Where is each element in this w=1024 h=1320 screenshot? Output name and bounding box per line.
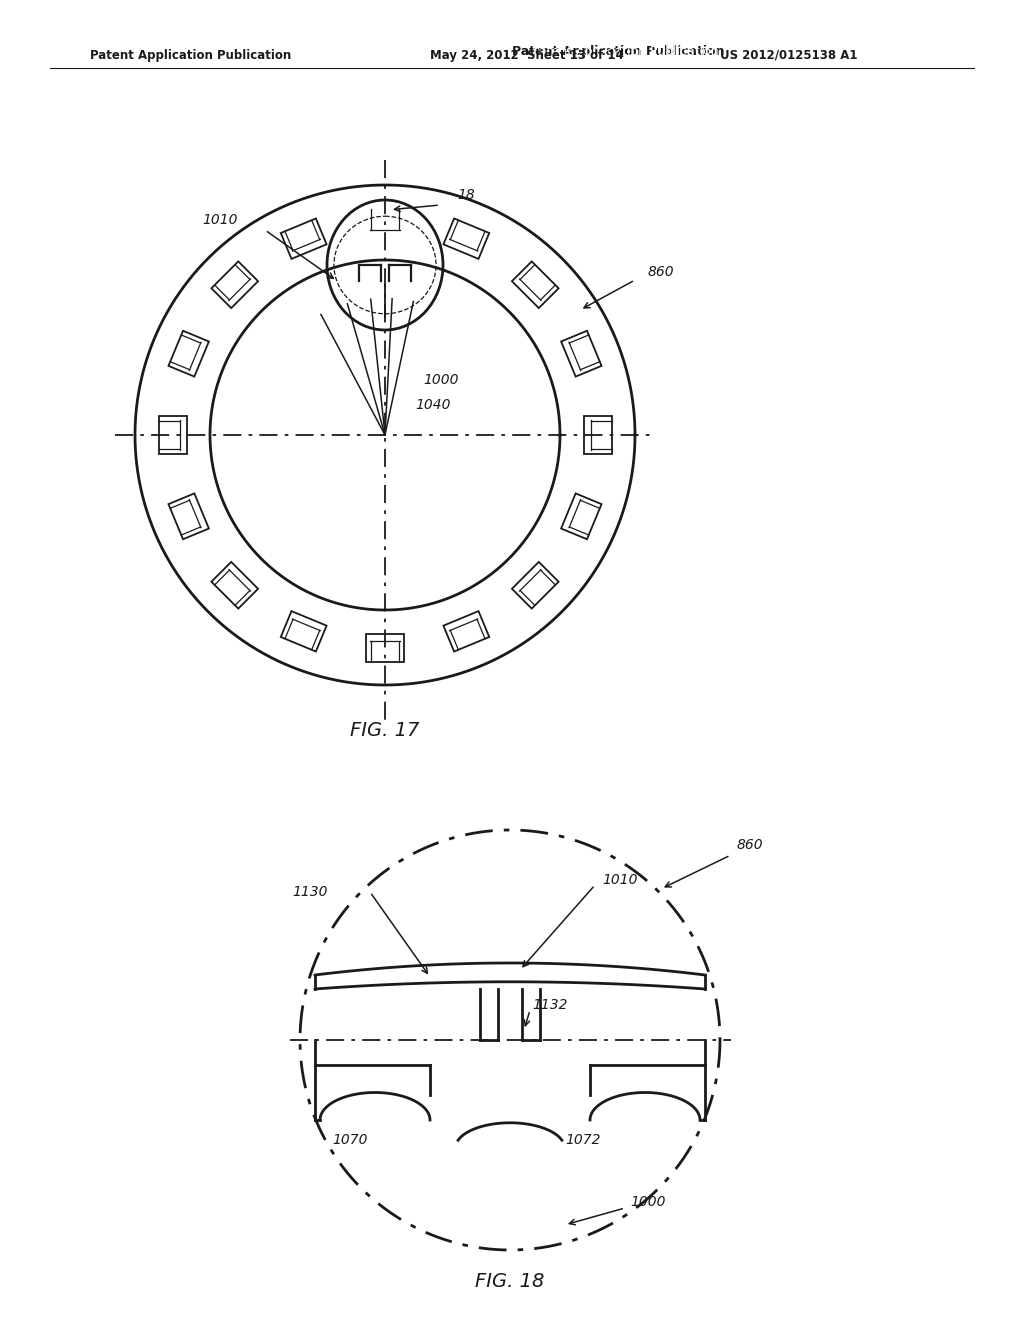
Text: 1070: 1070 — [332, 1133, 368, 1147]
Text: FIG. 17: FIG. 17 — [350, 721, 420, 739]
Text: 1130: 1130 — [292, 884, 328, 899]
Text: 1010: 1010 — [203, 213, 238, 227]
Text: 1000: 1000 — [423, 374, 459, 387]
Text: Patent Application Publication: Patent Application Publication — [512, 45, 724, 58]
Text: 1132: 1132 — [532, 998, 567, 1012]
Text: 1010: 1010 — [602, 873, 638, 887]
Text: Patent Application Publication: Patent Application Publication — [512, 45, 719, 58]
Text: US 2012/0125138 A1: US 2012/0125138 A1 — [720, 49, 857, 62]
Text: 1040: 1040 — [415, 399, 451, 412]
Text: May 24, 2012  Sheet 13 of 14: May 24, 2012 Sheet 13 of 14 — [430, 49, 624, 62]
Text: 860: 860 — [647, 265, 674, 280]
Text: 18: 18 — [457, 187, 475, 202]
Text: 860: 860 — [737, 838, 764, 851]
Text: FIG. 18: FIG. 18 — [475, 1272, 545, 1291]
Text: 1000: 1000 — [630, 1195, 666, 1209]
Text: Patent Application Publication: Patent Application Publication — [90, 49, 291, 62]
Text: 1072: 1072 — [565, 1133, 600, 1147]
Ellipse shape — [327, 201, 443, 330]
